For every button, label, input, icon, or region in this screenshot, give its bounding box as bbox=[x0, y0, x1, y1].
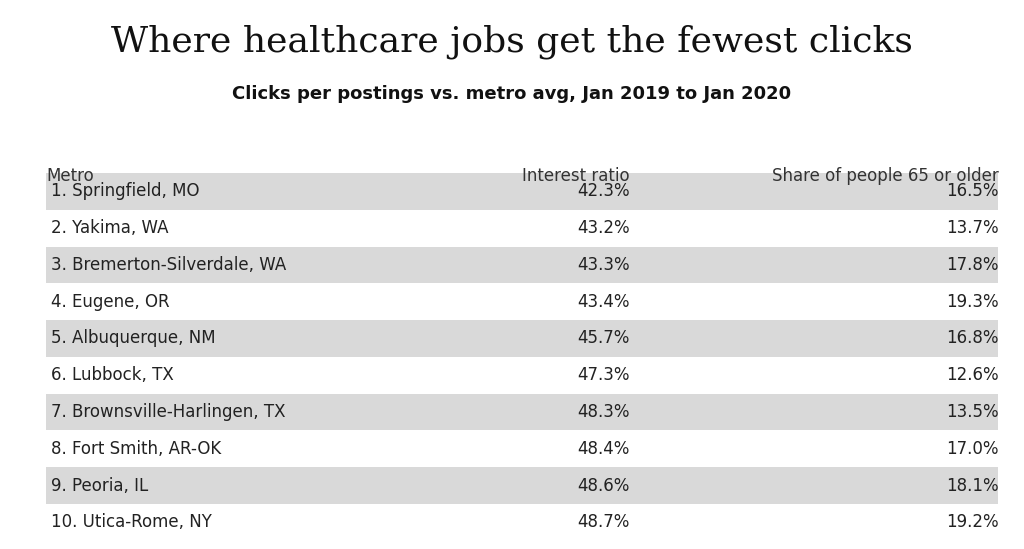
Text: Share of people 65 or older: Share of people 65 or older bbox=[772, 167, 998, 186]
Text: 47.3%: 47.3% bbox=[578, 366, 630, 384]
Text: 13.5%: 13.5% bbox=[946, 403, 998, 421]
Text: Interest ratio: Interest ratio bbox=[522, 167, 630, 186]
Text: 17.0%: 17.0% bbox=[946, 440, 998, 458]
Text: 43.4%: 43.4% bbox=[578, 293, 630, 311]
Text: 7. Brownsville-Harlingen, TX: 7. Brownsville-Harlingen, TX bbox=[51, 403, 286, 421]
Text: 48.7%: 48.7% bbox=[578, 513, 630, 531]
Text: 16.8%: 16.8% bbox=[946, 329, 998, 348]
Text: 48.3%: 48.3% bbox=[578, 403, 630, 421]
Text: indeed: indeed bbox=[783, 485, 933, 524]
Text: 5. Albuquerque, NM: 5. Albuquerque, NM bbox=[51, 329, 216, 348]
Text: 13.7%: 13.7% bbox=[946, 219, 998, 237]
Text: 6. Lubbock, TX: 6. Lubbock, TX bbox=[51, 366, 174, 384]
Text: 43.2%: 43.2% bbox=[578, 219, 630, 237]
Text: 42.3%: 42.3% bbox=[578, 182, 630, 200]
Text: 1. Springfield, MO: 1. Springfield, MO bbox=[51, 182, 200, 200]
Text: 12.6%: 12.6% bbox=[946, 366, 998, 384]
Text: 3. Bremerton-Silverdale, WA: 3. Bremerton-Silverdale, WA bbox=[51, 256, 287, 274]
Text: 19.2%: 19.2% bbox=[946, 513, 998, 531]
Text: 9. Peoria, IL: 9. Peoria, IL bbox=[51, 477, 148, 495]
Text: Metro: Metro bbox=[46, 167, 94, 186]
Text: Where healthcare jobs get the fewest clicks: Where healthcare jobs get the fewest cli… bbox=[111, 25, 913, 59]
Text: 16.5%: 16.5% bbox=[946, 182, 998, 200]
Text: 2. Yakima, WA: 2. Yakima, WA bbox=[51, 219, 169, 237]
Text: 48.6%: 48.6% bbox=[578, 477, 630, 495]
Text: 45.7%: 45.7% bbox=[578, 329, 630, 348]
Text: 10. Utica-Rome, NY: 10. Utica-Rome, NY bbox=[51, 513, 212, 531]
Text: 48.4%: 48.4% bbox=[578, 440, 630, 458]
Text: 4. Eugene, OR: 4. Eugene, OR bbox=[51, 293, 170, 311]
Text: 43.3%: 43.3% bbox=[578, 256, 630, 274]
Text: 17.8%: 17.8% bbox=[946, 256, 998, 274]
Text: 8. Fort Smith, AR-OK: 8. Fort Smith, AR-OK bbox=[51, 440, 221, 458]
Text: Clicks per postings vs. metro avg, Jan 2019 to Jan 2020: Clicks per postings vs. metro avg, Jan 2… bbox=[232, 85, 792, 103]
Text: 19.3%: 19.3% bbox=[946, 293, 998, 311]
Text: 18.1%: 18.1% bbox=[946, 477, 998, 495]
